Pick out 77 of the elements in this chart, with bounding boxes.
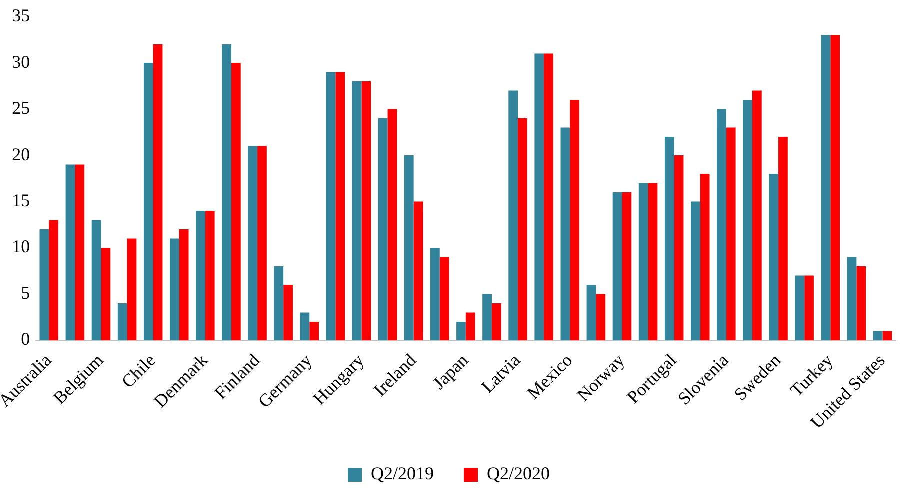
bar — [336, 72, 346, 340]
bar — [847, 257, 857, 340]
bar — [66, 164, 76, 340]
y-tick-label: 25 — [12, 98, 30, 118]
bar — [882, 331, 892, 340]
bar — [586, 285, 596, 340]
bar — [40, 230, 50, 340]
bar — [492, 304, 502, 340]
bar — [821, 35, 831, 340]
bar — [362, 82, 372, 340]
bar — [430, 248, 440, 340]
bar — [830, 35, 840, 340]
bar — [691, 202, 700, 340]
bar — [700, 174, 710, 340]
y-tick-label: 30 — [12, 52, 30, 72]
bar — [196, 211, 206, 340]
bar — [144, 63, 154, 340]
bar — [596, 294, 606, 340]
bar — [743, 100, 752, 340]
bar — [388, 109, 398, 340]
bar — [612, 192, 622, 340]
bar — [482, 294, 492, 340]
bar — [795, 276, 805, 340]
bar — [170, 238, 180, 340]
bar — [326, 72, 336, 340]
bar — [118, 304, 128, 340]
bar — [804, 276, 814, 340]
bar — [726, 128, 736, 340]
bar — [248, 146, 258, 340]
bar — [873, 331, 883, 340]
y-tick-label: 15 — [12, 190, 30, 211]
bar — [778, 137, 788, 340]
bar — [648, 183, 658, 340]
y-tick-label: 10 — [12, 236, 30, 257]
bar — [179, 230, 189, 340]
bar — [638, 183, 648, 340]
bar — [101, 248, 111, 340]
bar — [378, 118, 388, 340]
bar — [466, 312, 476, 340]
y-tick-label: 35 — [12, 6, 30, 26]
bar — [508, 90, 518, 340]
y-tick-label: 0 — [21, 329, 30, 350]
bar — [769, 174, 779, 340]
bar — [300, 312, 310, 340]
bar — [752, 90, 762, 340]
bar — [231, 63, 241, 340]
bar — [258, 146, 267, 340]
bar — [310, 322, 320, 340]
bar — [622, 192, 632, 340]
bar — [456, 322, 466, 340]
x-tick-label: Chile — [118, 350, 160, 392]
bar — [352, 82, 362, 340]
bar — [404, 156, 414, 340]
bar — [92, 220, 102, 340]
bar — [153, 44, 163, 340]
bar — [518, 118, 528, 340]
bar — [49, 220, 59, 340]
bar — [664, 137, 674, 340]
bar — [560, 128, 570, 340]
bar — [717, 109, 726, 340]
bar — [440, 257, 450, 340]
bar — [127, 238, 137, 340]
y-tick-label: 20 — [12, 144, 30, 164]
bar — [674, 156, 684, 340]
bar — [856, 266, 866, 340]
bar — [205, 211, 215, 340]
bar — [544, 54, 554, 340]
bar — [414, 202, 424, 340]
bar — [75, 164, 85, 340]
y-tick-label: 5 — [21, 282, 30, 303]
bar — [284, 285, 293, 340]
bar — [274, 266, 284, 340]
bar — [534, 54, 544, 340]
legend-label: Q2/2019 — [371, 464, 434, 484]
bar — [222, 44, 232, 340]
bar — [570, 100, 580, 340]
legend-label: Q2/2020 — [487, 464, 550, 484]
